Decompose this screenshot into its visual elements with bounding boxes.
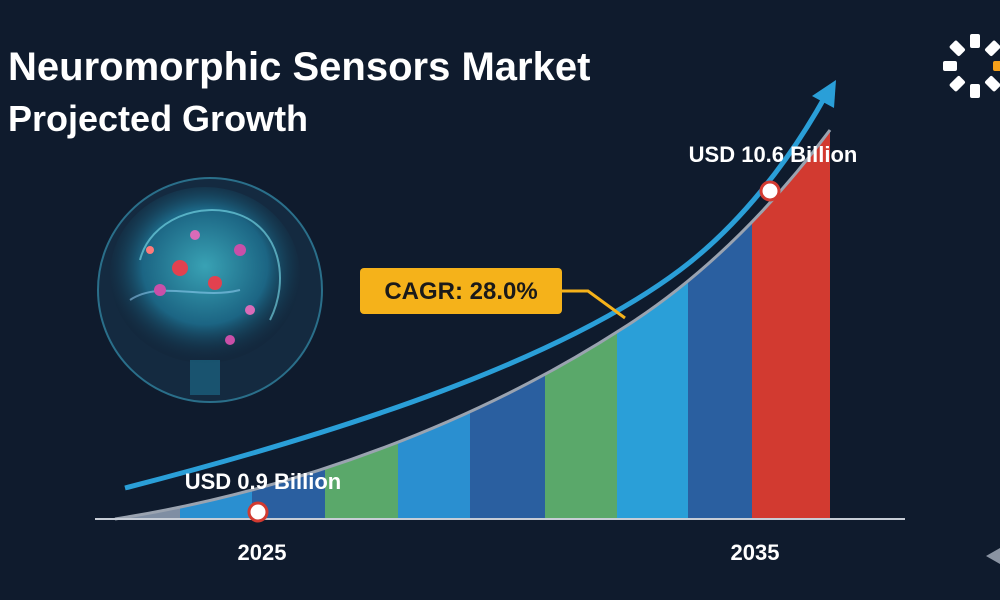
end-year: 2035 — [731, 540, 780, 565]
growth-arrow — [124, 93, 829, 491]
start-value-label: USD 0.9 Billion — [185, 469, 341, 494]
cagr-connector — [562, 289, 626, 320]
title-line-2: Projected Growth — [8, 98, 308, 139]
title-line-1: Neuromorphic Sensors Market — [8, 45, 590, 89]
end-marker — [759, 180, 781, 202]
curve-edge — [114, 129, 832, 521]
brain-illustration — [97, 177, 323, 403]
end-value-label: USD 10.6 Billion — [689, 142, 858, 167]
start-marker — [247, 501, 269, 523]
start-year: 2025 — [238, 540, 287, 565]
arrow-head — [812, 80, 836, 108]
logo — [943, 34, 1000, 98]
cagr-box — [360, 268, 562, 314]
corner-mark — [986, 548, 1000, 564]
cagr-label: CAGR: 28.0% — [384, 278, 537, 305]
